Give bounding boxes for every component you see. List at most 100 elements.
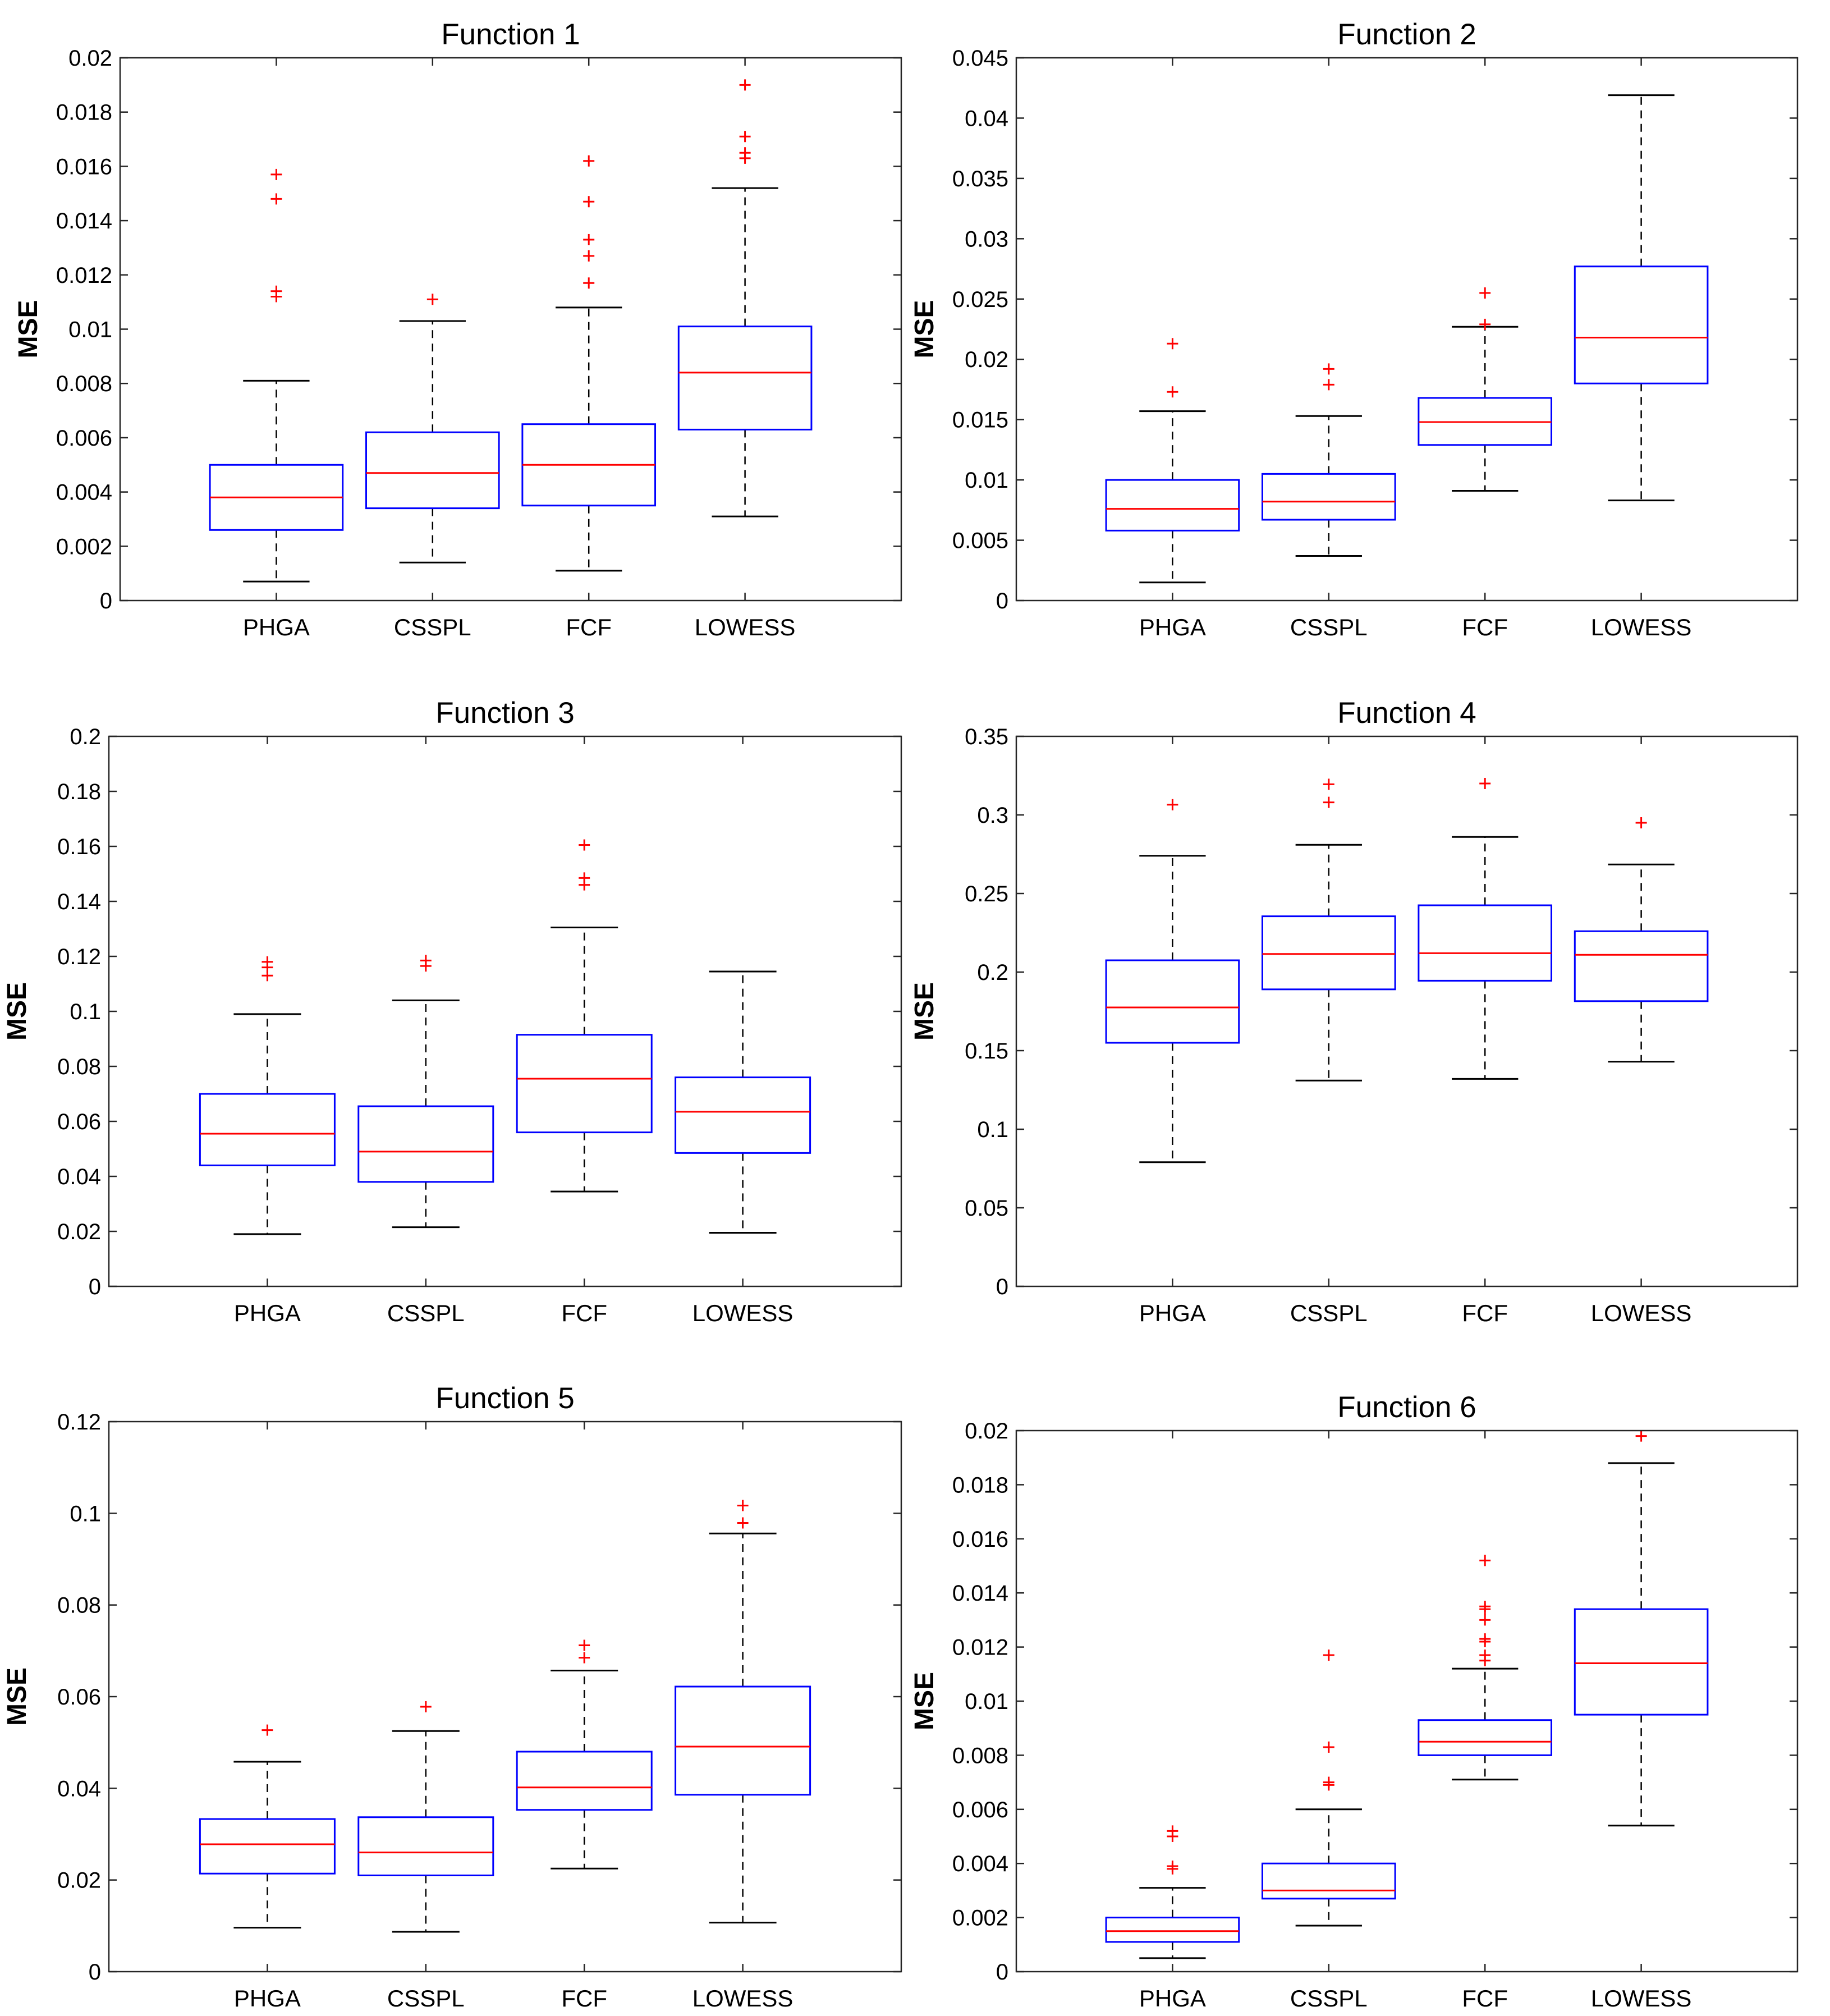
box-csspl	[357, 1701, 494, 1933]
x-tick-label: CSSPL	[1290, 1985, 1368, 2012]
iqr-box	[1105, 479, 1240, 532]
y-tick-label: 0.012	[952, 1635, 1008, 1660]
iqr-box	[365, 431, 500, 510]
iqr-box	[1418, 1719, 1553, 1756]
box-phga	[1105, 1825, 1240, 1959]
x-tick-label: CSSPL	[394, 614, 471, 640]
outlier-marker	[579, 1652, 590, 1664]
x-tick-label: PHGA	[234, 1985, 301, 2012]
box-lowess	[675, 1500, 811, 1924]
y-tick-label: 0.015	[952, 408, 1008, 433]
y-tick-label: 0.12	[57, 945, 101, 969]
x-tick-label: FCF	[1462, 1985, 1508, 2012]
y-tick-label: 0.018	[952, 1473, 1008, 1497]
outlier-marker	[739, 79, 751, 91]
y-tick-label: 0.04	[57, 1776, 101, 1801]
y-tick-label: 0.14	[57, 890, 101, 914]
outlier-marker	[737, 1517, 749, 1529]
outlier-marker	[1479, 1635, 1491, 1647]
box-fcf	[1418, 287, 1553, 492]
x-tick-label: LOWESS	[1591, 1985, 1692, 2012]
chart-title: Function 3	[435, 697, 574, 730]
box-phga	[199, 956, 336, 1235]
box-lowess	[677, 79, 813, 517]
x-tick-label: PHGA	[234, 1300, 301, 1326]
outlier-marker	[1479, 778, 1491, 789]
y-tick-label: 0.2	[977, 960, 1008, 985]
y-tick-label: 0.008	[56, 372, 112, 396]
y-tick-label: 0.006	[56, 426, 112, 451]
y-tick-label: 0	[89, 1275, 101, 1299]
outlier-marker	[262, 970, 273, 982]
chart-panel-1: Function 1 MSE 0 0.002 0.004 0.006 0.008 0.01 0.…	[13, 18, 902, 640]
iqr-box	[199, 1818, 336, 1875]
chart-panel-5: Function 5 MSE 0 0.02 0.04 0.06 0.08 0.1 0.12 PHG…	[2, 1382, 902, 2012]
y-tick-label: 0.004	[56, 480, 112, 505]
outlier-marker	[1167, 386, 1178, 398]
iqr-box	[516, 1751, 653, 1811]
chart-title: Function 4	[1337, 697, 1476, 730]
y-tick-label: 0	[996, 589, 1008, 613]
iqr-box	[1105, 1917, 1240, 1943]
chart-title: Function 5	[435, 1382, 574, 1415]
y-axis-label: MSE	[910, 300, 939, 358]
outlier-marker	[1479, 1603, 1491, 1615]
x-tick-label: CSSPL	[387, 1300, 465, 1326]
y-tick-label: 0.016	[952, 1527, 1008, 1552]
outlier-marker	[262, 1724, 273, 1736]
outlier-marker	[1167, 1863, 1178, 1875]
y-tick-label: 0.12	[57, 1410, 101, 1435]
box-phga	[209, 168, 344, 583]
y-axis-label: MSE	[910, 1672, 939, 1730]
y-tick-label: 0.35	[965, 725, 1008, 749]
iqr-box	[199, 1093, 336, 1166]
chart-title: Function 2	[1337, 18, 1476, 51]
y-tick-label: 0	[100, 589, 112, 613]
y-tick-label: 0.08	[57, 1593, 101, 1618]
iqr-box	[1574, 930, 1709, 1002]
outlier-marker	[426, 294, 438, 305]
outlier-marker	[270, 291, 282, 303]
box-fcf	[516, 839, 653, 1193]
outlier-marker	[1479, 287, 1491, 299]
chart-title: Function 6	[1337, 1391, 1476, 1424]
x-tick-label: PHGA	[1139, 614, 1206, 640]
x-tick-label: PHGA	[243, 614, 310, 640]
y-tick-label: 0.02	[68, 46, 112, 71]
outlier-marker	[1323, 379, 1334, 391]
y-tick-label: 0.1	[70, 1000, 101, 1024]
box-fcf	[1418, 1555, 1553, 1781]
iqr-box	[516, 1034, 653, 1134]
outlier-marker	[1167, 799, 1178, 810]
outlier-marker	[739, 131, 751, 143]
y-tick-label: 0.04	[965, 106, 1008, 131]
outlier-marker	[1479, 1614, 1491, 1626]
box-csspl	[1261, 363, 1396, 557]
axes-frame	[108, 735, 902, 1288]
outlier-marker	[270, 193, 282, 205]
y-tick-label: 0.002	[56, 534, 112, 559]
y-tick-label: 0.005	[952, 529, 1008, 553]
x-tick-label: LOWESS	[1591, 1300, 1692, 1326]
y-tick-label: 0.008	[952, 1743, 1008, 1768]
outlier-marker	[579, 839, 590, 851]
box-lowess	[1574, 94, 1709, 502]
y-tick-label: 0.01	[68, 318, 112, 342]
y-axis-label: MSE	[910, 982, 939, 1041]
box-phga	[1105, 338, 1240, 584]
y-tick-label: 0.016	[56, 154, 112, 179]
x-tick-label: LOWESS	[692, 1985, 794, 2012]
outlier-marker	[1323, 1741, 1334, 1753]
y-tick-label: 0.002	[952, 1906, 1008, 1931]
outlier-marker	[1323, 1779, 1334, 1791]
outlier-marker	[1479, 318, 1491, 330]
x-tick-label: LOWESS	[692, 1300, 794, 1326]
y-tick-label: 0.3	[977, 803, 1008, 828]
y-tick-label: 0.02	[57, 1220, 101, 1244]
outlier-marker	[583, 277, 595, 289]
chart-panel-3: Function 3 MSE 0 0.02 0.04 0.06 0.08 0.1 0.12 0.1…	[2, 697, 902, 1326]
iqr-box	[677, 326, 813, 430]
y-axis-label: MSE	[2, 1667, 32, 1726]
x-tick-label: LOWESS	[1591, 614, 1692, 640]
box-csspl	[365, 294, 500, 563]
